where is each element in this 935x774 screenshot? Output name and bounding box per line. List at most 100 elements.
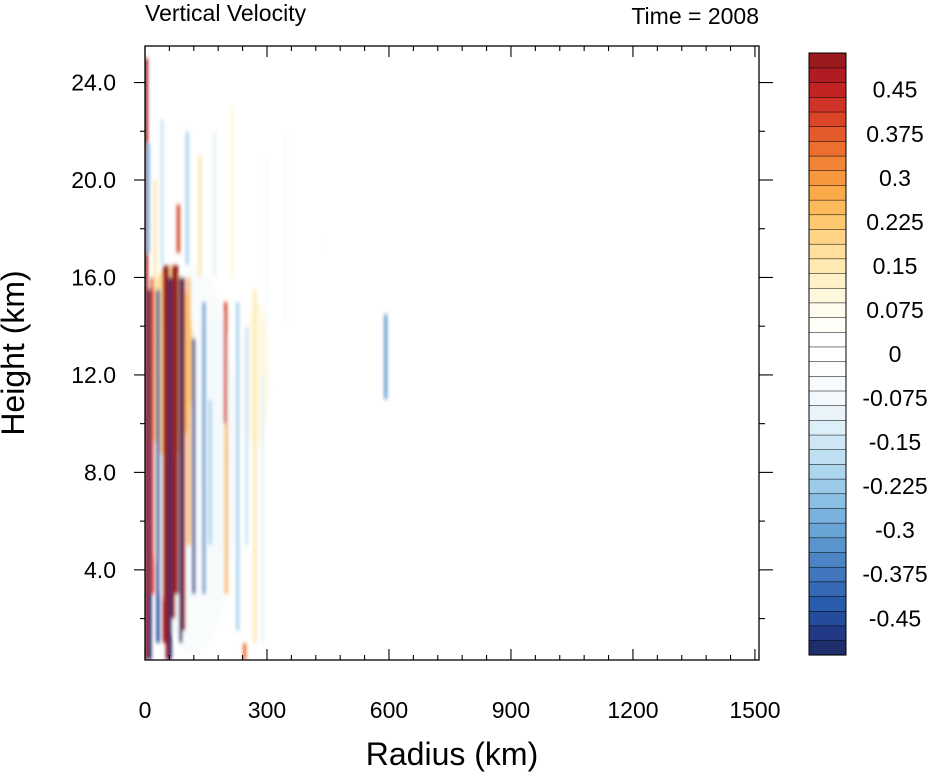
colorbar-swatch [808, 596, 847, 612]
y-tick-label: 12.0 [71, 362, 116, 388]
colorbar-swatch [808, 640, 847, 656]
colorbar-label: 0 [889, 341, 902, 367]
colorbar-swatch [808, 302, 847, 318]
velocity-band-31 [283, 131, 287, 327]
colorbar-swatch [808, 566, 847, 583]
velocity-band-15 [185, 131, 189, 266]
velocity-band-22 [223, 301, 228, 424]
colorbar-labels: 0.45 0.375 0.3 0.225 0.15 0.075 0 -0.075 -0.15 -0… [862, 77, 927, 632]
colorbar-swatch [808, 405, 847, 421]
colorbar-swatch [808, 52, 847, 69]
y-tick-label: 8.0 [84, 459, 116, 485]
colorbar-swatch [808, 375, 847, 392]
colorbar-swatch [808, 317, 847, 333]
colorbar-swatch [808, 126, 847, 142]
velocity-band-17 [192, 338, 196, 595]
velocity-band-18 [198, 155, 202, 278]
colorbar-swatch [808, 507, 847, 524]
colorbar-swatch [808, 449, 847, 465]
colorbar-swatch [808, 184, 847, 201]
colorbar-label: -0.375 [862, 561, 927, 587]
velocity-band-4 [153, 180, 157, 290]
velocity-band-23 [224, 423, 229, 595]
x-tick-label: 0 [139, 697, 152, 723]
colorbar-swatch [808, 258, 847, 274]
colorbar-swatch [808, 478, 847, 495]
velocity-band-6 [160, 119, 164, 266]
velocity-band-26 [242, 642, 247, 660]
y-tick-label: 20.0 [71, 167, 116, 193]
velocity-band-27 [244, 326, 249, 546]
x-axis-label: Radius (km) [366, 736, 538, 772]
colorbar [808, 52, 847, 656]
x-tick-label: 600 [370, 697, 408, 723]
colorbar-label: 0.3 [879, 165, 911, 191]
colorbar-swatch [808, 581, 847, 597]
colorbar-frame [808, 52, 847, 656]
velocity-band-5 [156, 289, 160, 643]
colorbar-swatch [808, 214, 847, 230]
colorbar-swatch [808, 551, 847, 568]
colorbar-label: -0.3 [875, 517, 915, 543]
y-tick-label: 4.0 [84, 557, 116, 583]
colorbar-swatch [808, 390, 847, 406]
velocity-field [145, 58, 388, 660]
colorbar-swatch [808, 287, 847, 304]
colorbar-swatch [808, 331, 847, 348]
colorbar-swatch [808, 522, 847, 539]
colorbar-swatch [808, 272, 847, 289]
colorbar-swatch [808, 82, 847, 98]
velocity-band-21 [213, 131, 217, 278]
x-tick-label: 900 [492, 697, 530, 723]
velocity-band-25 [236, 301, 240, 631]
velocity-band-33 [384, 314, 388, 400]
x-tick-label: 1500 [729, 697, 780, 723]
velocity-band-30 [265, 155, 269, 327]
axis-ticks [134, 46, 773, 660]
y-tick-labels: 4.0 8.0 12.0 16.0 20.0 24.0 [71, 70, 116, 583]
colorbar-swatch [808, 610, 847, 627]
colorbar-label: 0.375 [866, 121, 924, 147]
chart-title: Vertical Velocity [145, 0, 307, 26]
colorbar-swatch [808, 155, 847, 172]
y-tick-label: 16.0 [71, 264, 116, 290]
colorbar-swatch [808, 493, 847, 509]
velocity-band-8 [165, 265, 170, 660]
velocity-band-29 [261, 374, 265, 643]
velocity-band-3 [150, 277, 155, 595]
colorbar-swatch [808, 434, 847, 450]
velocity-band-28 [253, 289, 257, 643]
colorbar-swatch [808, 199, 847, 216]
colorbar-swatch [808, 463, 847, 480]
plot-frame [144, 45, 760, 661]
velocity-band-16 [187, 277, 191, 546]
colorbar-swatch [808, 537, 847, 553]
chart-subtitle: Time = 2008 [631, 3, 759, 29]
colorbar-swatch [808, 419, 847, 436]
colorbar-label: -0.45 [869, 605, 921, 631]
velocity-band-13 [179, 277, 183, 643]
colorbar-label: 0.075 [866, 297, 924, 323]
colorbar-swatch [808, 96, 847, 113]
colorbar-swatch [808, 111, 847, 127]
velocity-band-7 [162, 265, 167, 643]
colorbar-swatch [808, 243, 847, 260]
colorbar-swatch [808, 625, 847, 641]
velocity-band-32 [318, 228, 322, 254]
colorbar-swatch [808, 228, 847, 245]
x-tick-label: 1200 [607, 697, 658, 723]
colorbar-label: -0.225 [862, 473, 927, 499]
velocity-band-24 [230, 106, 235, 278]
colorbar-swatch [808, 361, 847, 377]
velocity-band-20 [208, 399, 212, 546]
velocity-band-12 [176, 204, 181, 254]
colorbar-label: 0.15 [873, 253, 918, 279]
colorbar-swatch [808, 67, 847, 83]
colorbar-swatch [808, 346, 847, 362]
velocity-band-14 [181, 277, 186, 631]
velocity-band-19 [202, 301, 206, 595]
colorbar-label: -0.075 [862, 385, 927, 411]
colorbar-label: 0.225 [866, 209, 924, 235]
colorbar-swatch [808, 140, 847, 157]
